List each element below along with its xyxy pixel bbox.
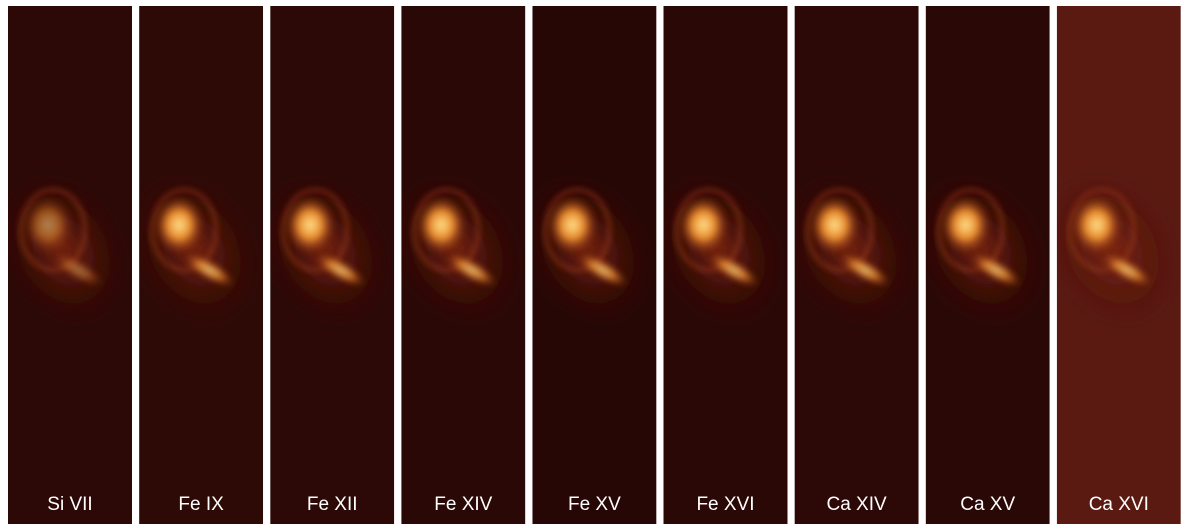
panel-label: Ca XIV xyxy=(826,494,887,515)
bright-core xyxy=(1071,195,1123,255)
bright-core xyxy=(415,195,467,255)
panel-label: Fe XIV xyxy=(434,494,492,515)
panel-label: Fe XV xyxy=(568,494,621,515)
panel-label: Fe IX xyxy=(178,494,224,515)
bright-core xyxy=(940,195,992,255)
bright-core xyxy=(284,195,336,255)
bright-core xyxy=(809,195,861,255)
bright-core xyxy=(546,195,598,255)
panel-label: Fe XVI xyxy=(696,494,754,515)
figure: Si VII Fe IX Fe XII Fe XIV Fe XV Fe XVI Ca XIV… xyxy=(0,0,1193,525)
panel-label: Si VII xyxy=(47,494,92,515)
bright-core xyxy=(153,195,205,255)
panel-label: Fe XII xyxy=(307,494,358,515)
bright-core xyxy=(22,195,74,255)
panel-label: Ca XVI xyxy=(1089,494,1149,515)
panel-label: Ca XV xyxy=(960,494,1015,515)
solar-image-panel: Si VII xyxy=(0,6,155,524)
bright-core xyxy=(678,195,730,255)
